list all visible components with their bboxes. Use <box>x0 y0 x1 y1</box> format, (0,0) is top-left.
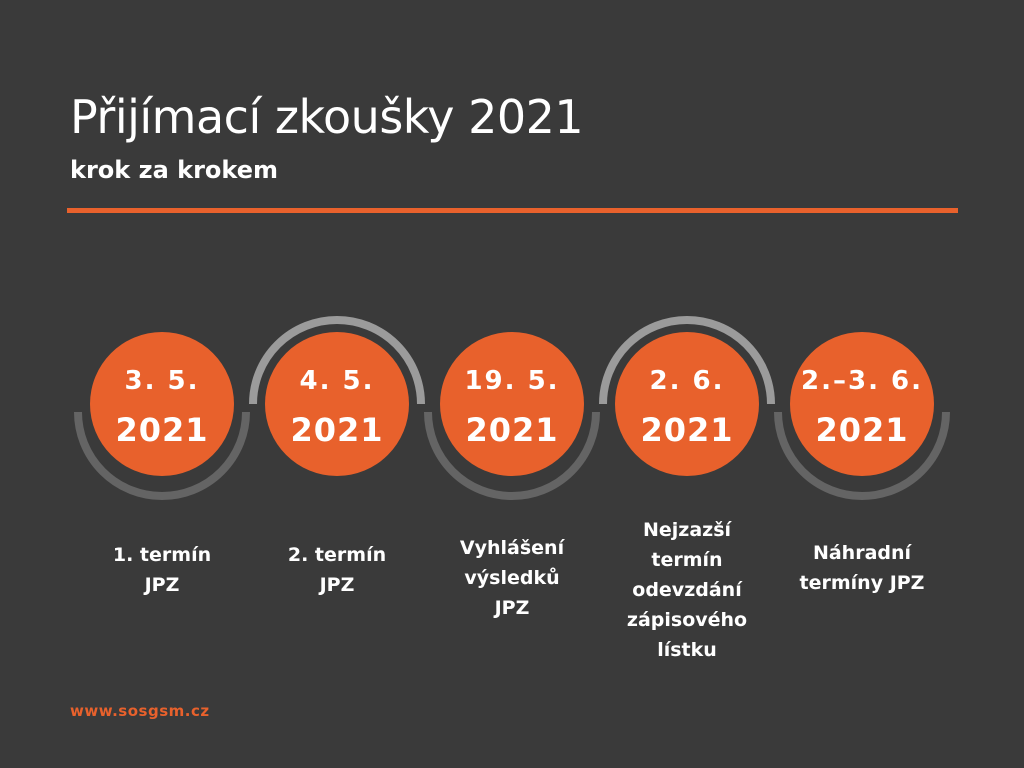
timeline-arc-bottom <box>74 411 250 500</box>
timeline-arc-bottom <box>424 411 600 500</box>
step-caption-line: Náhradní <box>812 542 912 564</box>
step-circle <box>90 332 234 476</box>
step-caption-line: odevzdání <box>632 579 742 601</box>
step-date: 2.–3. 6. <box>801 366 923 396</box>
step-date: 19. 5. <box>464 366 560 396</box>
timeline-arc-top <box>249 316 425 405</box>
step-caption: Vyhlášení výsledků JPZ <box>427 533 597 623</box>
step-caption-line: JPZ <box>319 574 355 596</box>
step-caption: 1. termín JPZ <box>77 540 247 600</box>
step-date-block: 4. 5. 2021 <box>257 366 417 450</box>
timeline-arc-top <box>599 316 775 405</box>
step-caption-line: Nejzazší <box>642 519 732 541</box>
step-caption-line: JPZ <box>144 574 180 596</box>
step-date-block: 3. 5. 2021 <box>82 366 242 450</box>
step-caption: Nejzazší termín odevzdání zápisového lístku <box>602 515 772 665</box>
step-date-block: 2. 6. 2021 <box>607 366 767 450</box>
step-year: 2021 <box>290 411 384 449</box>
step-circle <box>615 332 759 476</box>
step-year: 2021 <box>115 411 209 449</box>
step-date-block: 2.–3. 6. 2021 <box>782 366 942 450</box>
step-date: 2. 6. <box>649 366 725 396</box>
step-caption-line: termíny JPZ <box>799 572 925 594</box>
step-circle <box>790 332 934 476</box>
step-year: 2021 <box>640 411 734 449</box>
header-divider <box>67 208 958 213</box>
step-year: 2021 <box>465 411 559 449</box>
step-circle <box>265 332 409 476</box>
step-caption-line: 1. termín <box>112 544 212 566</box>
step-caption: 2. termín JPZ <box>252 540 422 600</box>
step-year: 2021 <box>815 411 909 449</box>
footer-website[interactable]: www.sosgsm.cz <box>70 702 210 720</box>
step-caption-line: termín <box>651 549 723 571</box>
step-caption-line: JPZ <box>494 597 530 619</box>
step-caption-line: 2. termín <box>287 544 387 566</box>
step-caption-line: Vyhlášení <box>459 537 565 559</box>
step-caption-line: lístku <box>657 639 717 661</box>
timeline-arc-bottom <box>774 411 950 500</box>
step-date: 3. 5. <box>124 366 200 396</box>
page-subtitle: krok za krokem <box>70 156 279 184</box>
step-date: 4. 5. <box>299 366 375 396</box>
step-caption: Náhradní termíny JPZ <box>777 538 947 598</box>
step-circle <box>440 332 584 476</box>
page-title: Přijímací zkoušky 2021 <box>70 90 584 144</box>
step-date-block: 19. 5. 2021 <box>432 366 592 450</box>
step-caption-line: zápisového <box>626 609 748 631</box>
step-caption-line: výsledků <box>464 567 560 589</box>
